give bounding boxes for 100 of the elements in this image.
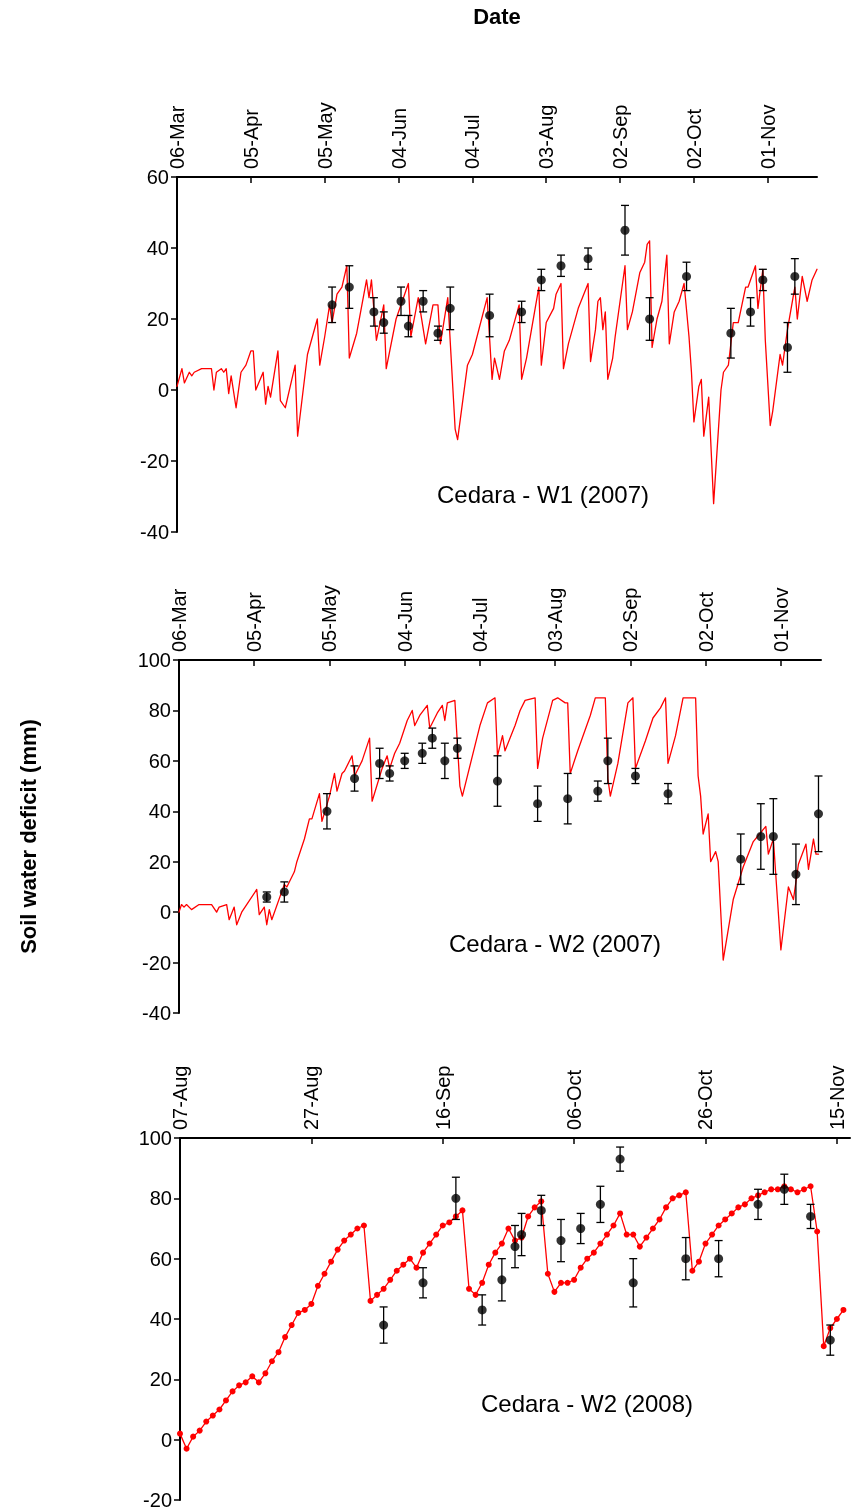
x-tick-label: 27-Aug — [300, 1065, 323, 1130]
y-tick-label: 40 — [146, 237, 169, 259]
x-tick-label: 03-Aug — [535, 104, 558, 169]
point — [556, 261, 566, 271]
point — [825, 1335, 835, 1345]
x-tick-label: 02-Sep — [619, 587, 642, 652]
x-tick-label: 15-Nov — [825, 1065, 848, 1130]
point — [556, 1236, 566, 1246]
point — [517, 307, 527, 317]
annotation: Cedara - W1 (2007) — [436, 480, 650, 508]
point — [790, 271, 800, 281]
point — [322, 806, 332, 816]
y-tick-label: 60 — [146, 166, 169, 188]
point — [510, 1242, 520, 1252]
point — [379, 1320, 389, 1330]
x-tick-label: 26-Oct — [694, 1069, 717, 1130]
point — [400, 756, 410, 766]
y-tick-label: -20 — [142, 951, 171, 974]
x-tick-label: 02-Oct — [682, 108, 705, 169]
point — [736, 854, 746, 864]
y-tick-label: 100 — [138, 1127, 172, 1149]
x-tick-label: 07-Aug — [169, 1065, 191, 1130]
point — [379, 318, 389, 328]
y-tick-label: 20 — [148, 850, 171, 873]
point — [418, 296, 428, 306]
point — [344, 282, 354, 292]
y-tick-label: 60 — [148, 749, 171, 772]
point — [714, 1254, 724, 1264]
x-tick-label: 16-Sep — [431, 1065, 454, 1130]
line-series — [178, 697, 820, 961]
point — [369, 307, 379, 317]
point — [385, 768, 395, 778]
y-tick-label: 40 — [148, 800, 171, 823]
y-tick-label: 40 — [149, 1308, 172, 1330]
point — [417, 748, 427, 758]
point — [758, 275, 768, 285]
point — [628, 1278, 638, 1288]
point — [396, 296, 406, 306]
y-tick-label: 0 — [160, 1428, 172, 1451]
point — [779, 1184, 789, 1194]
point — [477, 1305, 487, 1315]
point — [682, 271, 692, 281]
y-tick-label: 100 — [137, 649, 171, 671]
point — [497, 1275, 507, 1285]
point — [576, 1224, 586, 1233]
point — [350, 774, 360, 783]
y-tick-label: -40 — [140, 521, 169, 543]
x-tick-label: 06-Mar — [168, 588, 190, 652]
point — [375, 758, 385, 768]
x-tick-label: 01-Nov — [756, 104, 779, 169]
point — [493, 776, 502, 786]
point — [746, 307, 756, 317]
x-tick-label: 03-Aug — [544, 587, 567, 652]
x-tick-label: 02-Sep — [609, 104, 632, 169]
x-tick-label: 04-Jul — [461, 114, 484, 169]
x-tick-label: 04-Jun — [393, 590, 416, 652]
y-tick-label: 80 — [148, 699, 171, 722]
point — [593, 786, 603, 796]
point — [595, 1199, 605, 1209]
point — [630, 771, 640, 781]
x-tick-label: 01-Nov — [769, 587, 792, 652]
point — [517, 1230, 527, 1240]
y-tick-label: 60 — [149, 1247, 172, 1270]
x-tick-label: 05-Apr — [243, 591, 266, 652]
x-tick-label: 06-Oct — [563, 1069, 586, 1130]
point — [756, 832, 766, 841]
point — [806, 1211, 816, 1221]
y-tick-label: 80 — [149, 1187, 172, 1210]
point — [536, 275, 546, 285]
x-tick-label: 02-Oct — [694, 591, 717, 652]
y-tick-label: 20 — [146, 308, 169, 330]
x-tick-label: 04-Jul — [468, 597, 491, 652]
point — [279, 887, 289, 897]
point — [615, 1154, 625, 1164]
point — [681, 1254, 691, 1264]
point — [814, 809, 823, 819]
x-tick-label: 05-Apr — [239, 108, 262, 169]
point — [418, 1278, 428, 1288]
x-tick-label: 04-Jun — [387, 107, 410, 169]
point — [603, 756, 613, 766]
x-tick-label: 06-Mar — [166, 105, 188, 169]
point — [563, 794, 573, 804]
point — [327, 300, 337, 310]
y-tick-label: 20 — [149, 1368, 172, 1391]
x-tick-label: 05-May — [318, 585, 341, 652]
x-tick-label: 05-May — [313, 102, 336, 169]
point — [536, 1205, 546, 1215]
point — [791, 869, 801, 879]
point — [485, 310, 495, 320]
y-tick-label: -20 — [140, 450, 169, 472]
point — [663, 789, 673, 799]
point — [403, 321, 413, 331]
point — [452, 743, 462, 753]
point — [427, 733, 437, 743]
point — [620, 225, 630, 235]
y-axis-title: Soil water deficit (mm) — [15, 719, 41, 954]
y-tick-label: 0 — [157, 379, 169, 401]
point — [753, 1199, 763, 1209]
point — [768, 832, 778, 841]
point — [782, 342, 792, 352]
